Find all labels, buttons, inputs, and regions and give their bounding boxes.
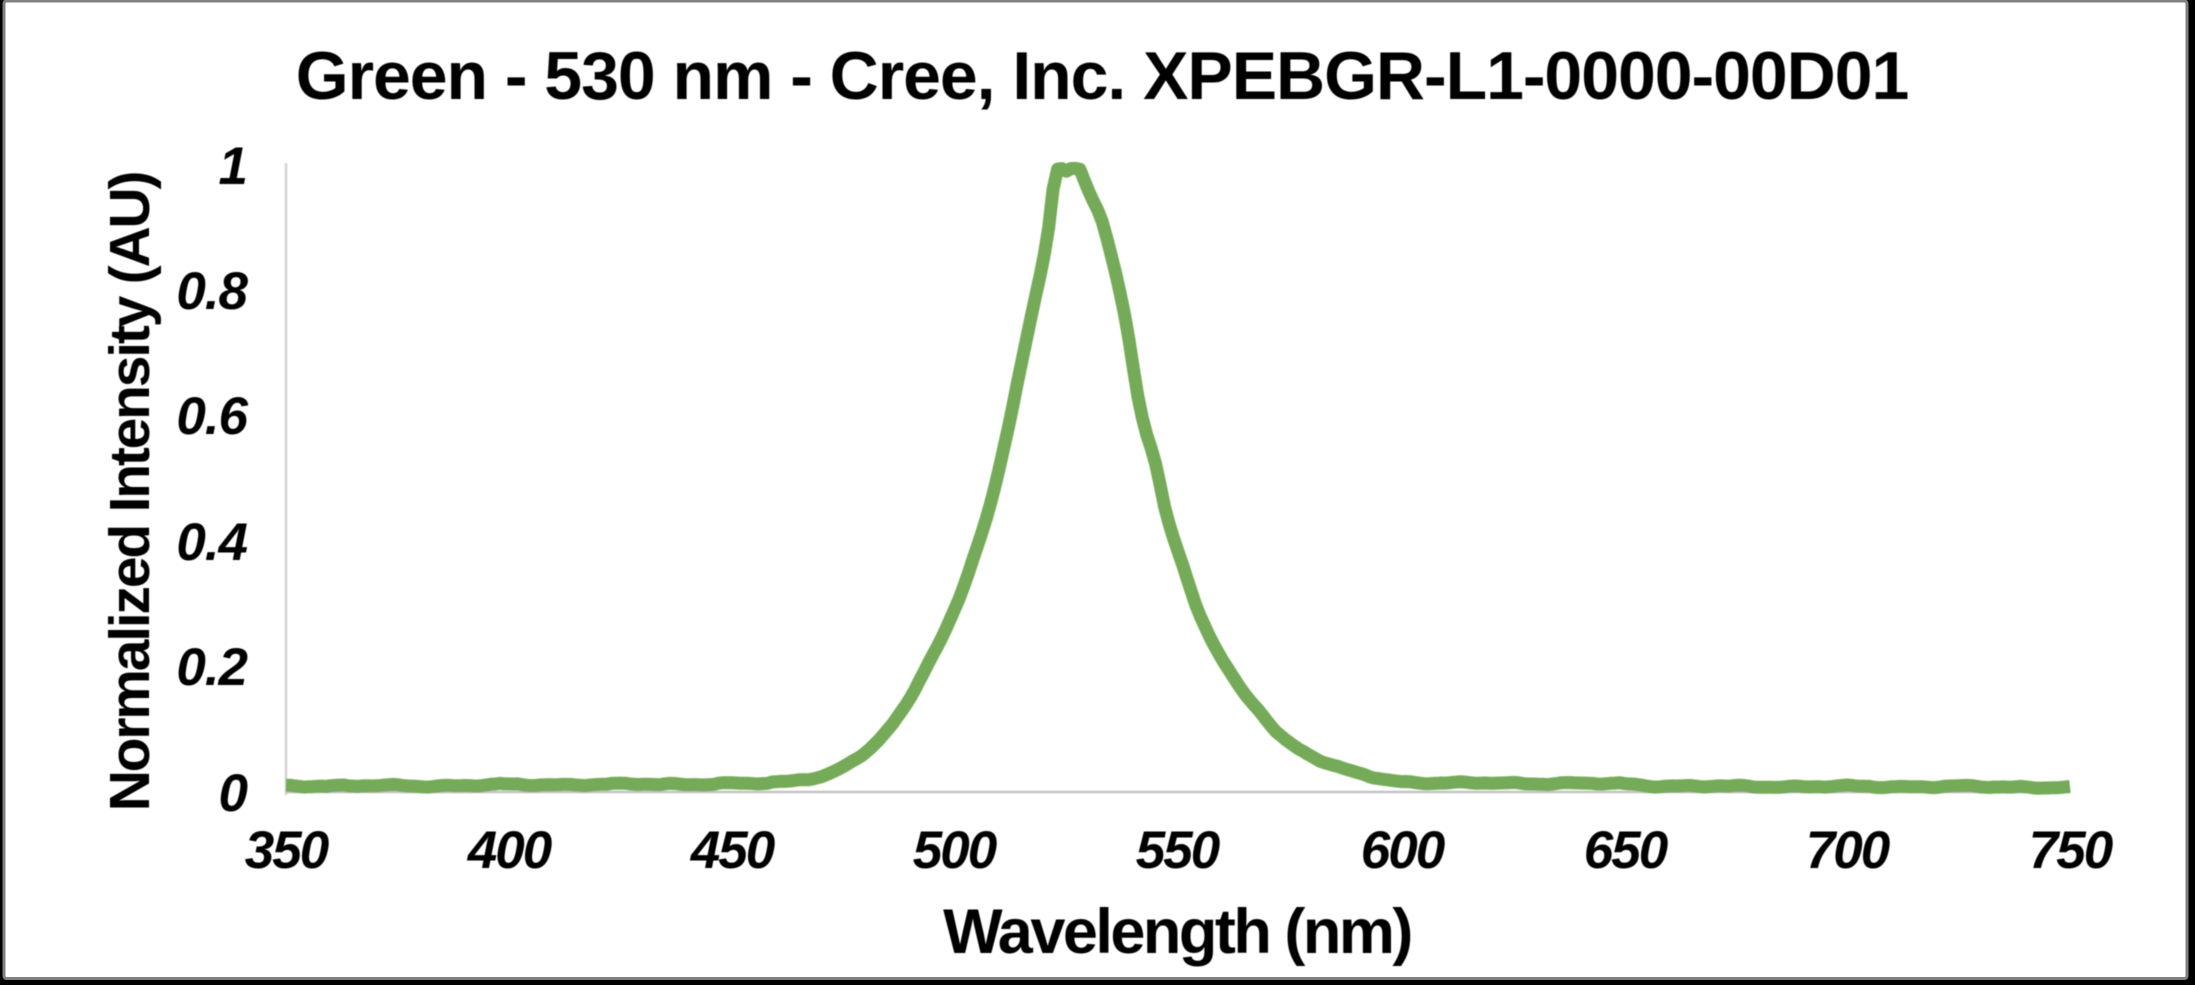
svg-text:600: 600 bbox=[1361, 821, 1445, 880]
svg-text:400: 400 bbox=[467, 821, 552, 880]
svg-text:Normalized Intensity (AU): Normalized Intensity (AU) bbox=[98, 172, 162, 811]
svg-text:350: 350 bbox=[245, 821, 329, 880]
svg-text:500: 500 bbox=[913, 821, 997, 880]
svg-text:Green - 530 nm - Cree, Inc. XP: Green - 530 nm - Cree, Inc. XPEBGR-L1-00… bbox=[296, 38, 1908, 114]
svg-text:0: 0 bbox=[219, 764, 248, 823]
svg-text:1: 1 bbox=[219, 137, 247, 196]
svg-text:0.4: 0.4 bbox=[176, 513, 247, 572]
svg-text:450: 450 bbox=[690, 821, 775, 880]
svg-text:0.6: 0.6 bbox=[176, 387, 248, 446]
svg-text:650: 650 bbox=[1584, 821, 1668, 880]
svg-text:0.2: 0.2 bbox=[176, 638, 247, 697]
svg-text:Wavelength (nm): Wavelength (nm) bbox=[943, 897, 1411, 967]
svg-text:0.8: 0.8 bbox=[176, 262, 248, 321]
svg-text:700: 700 bbox=[1806, 821, 1890, 880]
svg-text:550: 550 bbox=[1136, 821, 1220, 880]
svg-text:750: 750 bbox=[2029, 821, 2113, 880]
